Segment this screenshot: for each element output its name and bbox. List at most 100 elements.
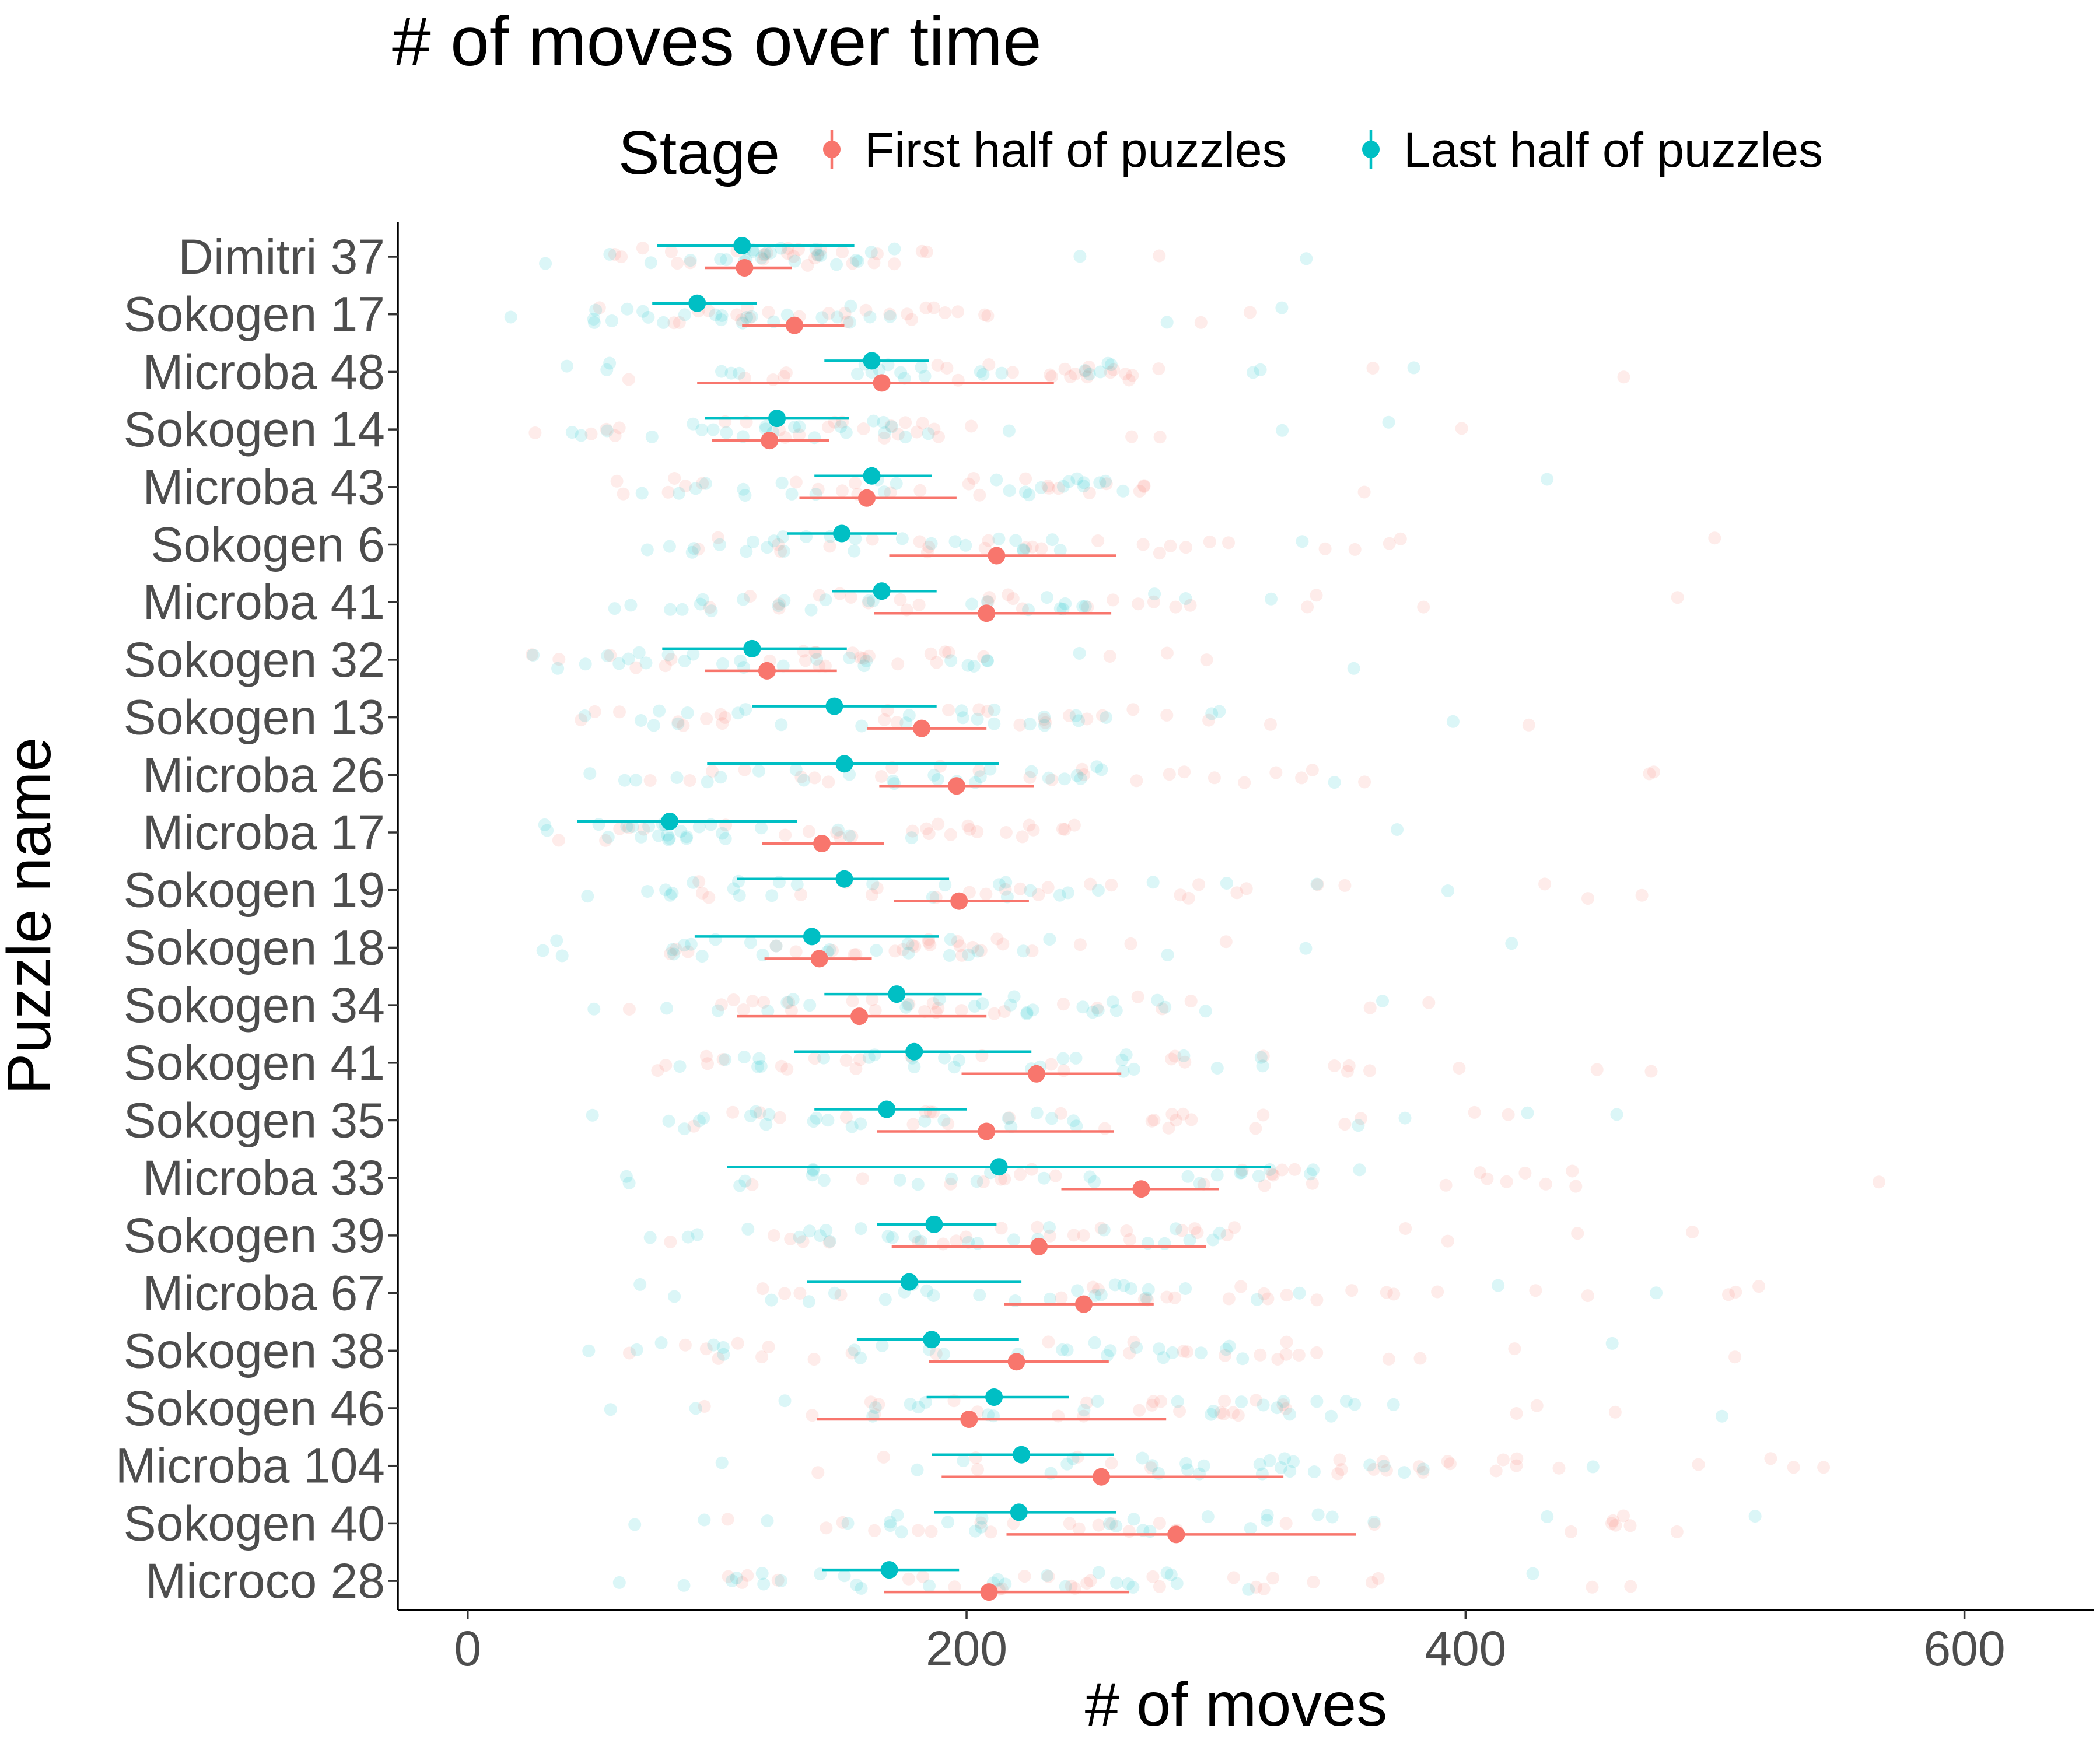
mean-point	[863, 352, 881, 370]
raw-point	[702, 891, 716, 904]
raw-point	[981, 655, 994, 668]
raw-point	[737, 1051, 751, 1063]
raw-point	[793, 420, 806, 433]
raw-point	[777, 544, 790, 558]
raw-point	[808, 771, 821, 785]
raw-point	[769, 939, 783, 953]
raw-point	[963, 886, 976, 899]
raw-point	[1644, 1065, 1658, 1078]
raw-point	[1240, 882, 1253, 895]
x-tick-label: 400	[1424, 1621, 1506, 1676]
raw-point	[890, 477, 903, 490]
raw-point	[886, 1231, 899, 1244]
raw-point	[1073, 646, 1086, 660]
raw-point	[667, 316, 681, 330]
raw-point	[755, 1350, 769, 1364]
raw-point	[1236, 1352, 1250, 1366]
raw-point	[926, 996, 940, 1010]
raw-point	[966, 940, 979, 954]
raw-point	[657, 316, 670, 329]
raw-point	[920, 822, 933, 835]
x-tick-label: 0	[454, 1621, 481, 1676]
raw-point	[733, 1179, 747, 1192]
raw-point	[1348, 1398, 1362, 1411]
mean-point	[758, 662, 776, 680]
raw-point	[767, 534, 780, 548]
raw-point	[1310, 589, 1323, 602]
raw-point	[697, 1111, 710, 1125]
raw-point	[629, 774, 643, 787]
raw-point	[932, 817, 945, 831]
raw-point	[711, 1004, 724, 1017]
raw-point	[1214, 1406, 1227, 1419]
y-tick-label: Microba 43	[142, 460, 385, 515]
raw-point	[1468, 1105, 1481, 1119]
raw-point	[632, 646, 646, 659]
mean-point	[825, 697, 844, 715]
raw-point	[766, 373, 780, 386]
raw-point	[994, 1173, 1007, 1186]
raw-point	[1046, 533, 1059, 547]
raw-point	[971, 944, 985, 958]
raw-point	[838, 1569, 851, 1583]
raw-point	[1181, 1170, 1195, 1183]
raw-point	[1299, 942, 1312, 955]
raw-point	[757, 996, 771, 1009]
raw-point	[776, 659, 790, 673]
raw-point	[1394, 532, 1407, 545]
raw-point	[878, 713, 891, 726]
y-tick-label: Microba 41	[142, 575, 385, 629]
raw-point	[924, 647, 937, 660]
raw-point	[606, 314, 618, 327]
mean-point	[835, 870, 853, 888]
raw-point	[851, 367, 864, 380]
raw-point	[797, 774, 811, 787]
raw-point	[1136, 538, 1150, 551]
raw-point	[685, 545, 699, 559]
raw-point	[1235, 1395, 1248, 1409]
raw-point	[752, 1052, 766, 1065]
raw-point	[743, 312, 757, 324]
raw-point	[677, 939, 691, 952]
raw-point	[821, 1114, 835, 1127]
raw-point	[962, 477, 975, 491]
raw-point	[582, 1344, 596, 1357]
raw-point	[1569, 1180, 1583, 1193]
raw-point	[869, 1401, 882, 1414]
raw-point	[1526, 1567, 1539, 1580]
raw-point	[1274, 1461, 1287, 1474]
raw-point	[1153, 1517, 1166, 1530]
raw-point	[1103, 1517, 1116, 1530]
mean-point	[863, 467, 881, 485]
raw-point	[978, 308, 992, 321]
raw-point	[976, 997, 989, 1010]
raw-point	[1175, 1224, 1189, 1237]
raw-point	[731, 1336, 744, 1350]
raw-point	[895, 532, 909, 545]
raw-point	[1097, 1223, 1111, 1237]
raw-point	[943, 949, 956, 962]
raw-point	[757, 1577, 771, 1591]
raw-point	[1265, 1167, 1279, 1181]
raw-point	[575, 713, 588, 727]
raw-point	[1060, 1457, 1074, 1471]
raw-point	[765, 889, 779, 902]
raw-point	[895, 1525, 908, 1539]
raw-point	[1070, 1119, 1083, 1133]
raw-point	[1148, 587, 1161, 601]
raw-point	[1038, 713, 1051, 726]
raw-point	[912, 599, 926, 611]
raw-point	[695, 423, 709, 436]
raw-point	[885, 420, 898, 433]
raw-point	[673, 487, 685, 500]
raw-point	[1058, 772, 1071, 786]
raw-point	[923, 939, 937, 951]
raw-point	[912, 1401, 925, 1414]
raw-point	[1184, 995, 1198, 1008]
raw-point	[647, 719, 660, 732]
raw-point	[1126, 1580, 1140, 1594]
raw-point	[902, 946, 915, 960]
raw-point	[981, 309, 995, 323]
raw-point	[735, 313, 748, 327]
raw-point	[555, 949, 569, 963]
